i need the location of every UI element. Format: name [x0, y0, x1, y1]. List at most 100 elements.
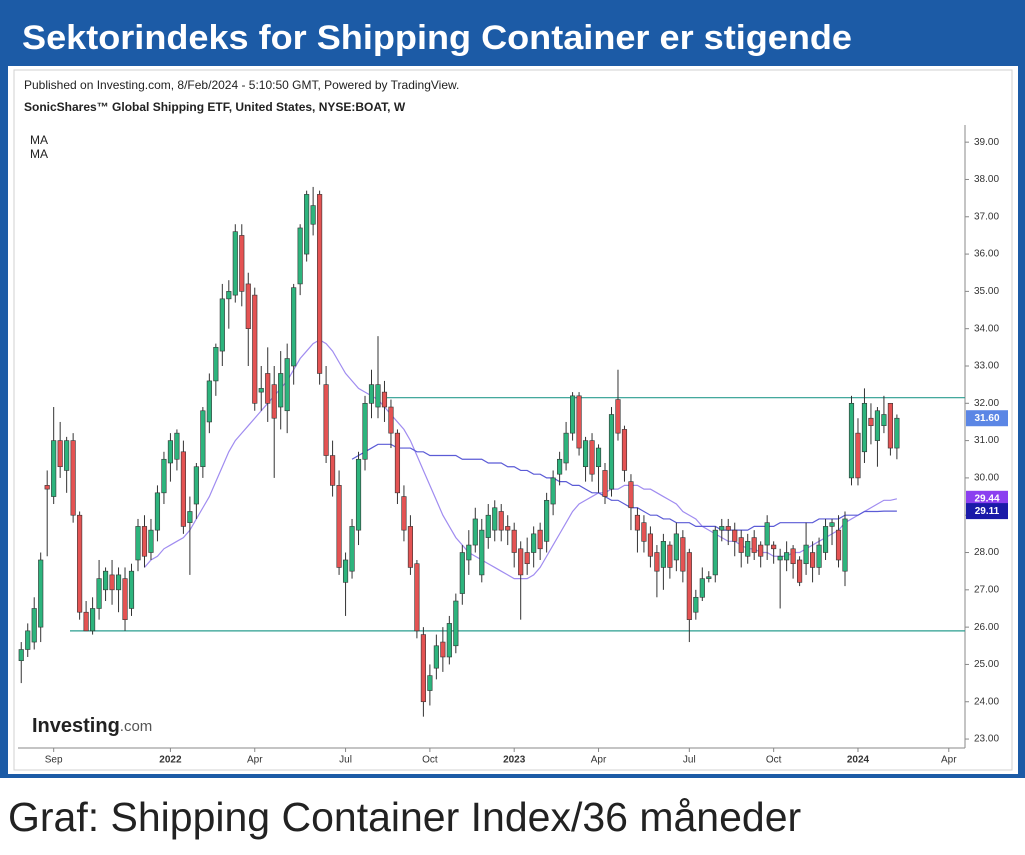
- last-value-box: [966, 503, 1008, 520]
- candle-body: [77, 514, 83, 613]
- candle-body: [524, 552, 530, 565]
- candle-body: [537, 529, 543, 550]
- candle-body: [673, 533, 679, 561]
- candle-body: [615, 399, 621, 434]
- last-value-label: 31.60: [974, 413, 999, 424]
- candle-body: [278, 373, 284, 408]
- candle-body: [531, 533, 537, 553]
- candle-body: [44, 485, 50, 490]
- candle-body: [25, 630, 31, 650]
- y-tick-label: 37.00: [974, 211, 999, 222]
- candle-body: [394, 432, 401, 494]
- candle-body: [135, 526, 141, 561]
- candle-body: [725, 526, 731, 531]
- candle-body: [330, 455, 336, 486]
- y-tick-label: 36.00: [974, 249, 999, 260]
- candle-body: [420, 634, 426, 703]
- candle-body: [96, 578, 102, 609]
- candle-body: [342, 559, 349, 583]
- candle-body: [511, 529, 517, 553]
- candle-body: [271, 384, 277, 419]
- candle-body: [90, 608, 96, 632]
- candle-body: [829, 522, 835, 527]
- candle-body: [777, 555, 783, 561]
- candle-body: [453, 600, 459, 647]
- candle-body: [842, 518, 848, 572]
- candle-body: [816, 544, 822, 568]
- candle-body: [570, 395, 576, 434]
- y-tick-label: 23.00: [974, 734, 999, 745]
- candle-body: [706, 576, 712, 579]
- candle-body: [738, 537, 744, 553]
- candle-body: [790, 548, 796, 565]
- candle-body: [686, 552, 692, 620]
- candle-body: [407, 526, 413, 568]
- y-tick-label: 38.00: [974, 174, 999, 185]
- last-value-label: 29.11: [975, 506, 1000, 517]
- candle-body: [122, 578, 128, 620]
- candle-body: [433, 645, 439, 669]
- candle-body: [680, 537, 686, 572]
- published-note: Published on Investing.com, 8/Feb/2024 -…: [24, 78, 459, 92]
- candle-body: [239, 235, 245, 292]
- x-tick-label: Apr: [591, 755, 607, 766]
- candle-body: [758, 544, 764, 557]
- candle-body: [51, 440, 57, 497]
- x-tick-label: Oct: [766, 755, 782, 766]
- last-value-label: 29.44: [974, 493, 999, 504]
- candle-body: [291, 287, 297, 367]
- candle-body: [745, 541, 751, 557]
- x-tick-label: 2022: [159, 755, 182, 766]
- y-tick-label: 35.00: [974, 286, 999, 297]
- candle-body: [440, 641, 446, 658]
- y-tick-label: 24.00: [974, 696, 999, 707]
- candle-body: [505, 526, 511, 531]
- candle-body: [595, 447, 602, 468]
- y-tick-label: 26.00: [974, 622, 999, 633]
- x-tick-label: Jul: [683, 755, 696, 766]
- candle-body: [154, 492, 161, 531]
- candle-body: [855, 432, 861, 479]
- candle-body: [109, 574, 115, 591]
- y-tick-label: 30.00: [974, 473, 999, 484]
- candle-body: [887, 402, 893, 449]
- candle-body: [297, 227, 303, 285]
- candle-body: [557, 458, 563, 475]
- candle-body: [894, 417, 900, 449]
- candle-body: [167, 440, 173, 464]
- candle-body: [200, 410, 206, 468]
- candle-body: [810, 552, 816, 568]
- candle-body: [310, 205, 316, 225]
- logo-brand: Investing: [32, 715, 120, 737]
- candle-body: [375, 384, 381, 408]
- y-tick-label: 32.00: [974, 398, 999, 409]
- logo-suffix: .com: [120, 718, 153, 735]
- last-value-box: [966, 410, 1008, 427]
- candle-body: [317, 194, 323, 374]
- x-tick-label: Oct: [422, 755, 438, 766]
- candle-body: [83, 611, 89, 632]
- x-tick-label: Jul: [339, 755, 352, 766]
- candle-body: [180, 451, 186, 527]
- candle-body: [388, 406, 394, 434]
- candle-body: [368, 384, 375, 404]
- candle-body: [498, 511, 504, 531]
- candle-body: [693, 596, 699, 613]
- x-tick-label: Sep: [45, 755, 63, 766]
- candle-body: [161, 458, 167, 494]
- candle-body: [226, 291, 232, 300]
- candle-body: [427, 675, 433, 691]
- candle-body: [803, 544, 809, 565]
- candle-body: [848, 402, 855, 479]
- legend-entry: MA: [30, 133, 48, 147]
- candle-body: [771, 544, 777, 550]
- candle-body: [621, 429, 628, 471]
- candle-body: [563, 432, 569, 464]
- caption: Graf: Shipping Container Index/36 månede…: [8, 794, 801, 840]
- y-tick-label: 34.00: [974, 323, 999, 334]
- candle-body: [699, 578, 705, 598]
- candle-body: [466, 544, 472, 561]
- candle-body: [31, 608, 37, 643]
- candle-body: [232, 231, 238, 296]
